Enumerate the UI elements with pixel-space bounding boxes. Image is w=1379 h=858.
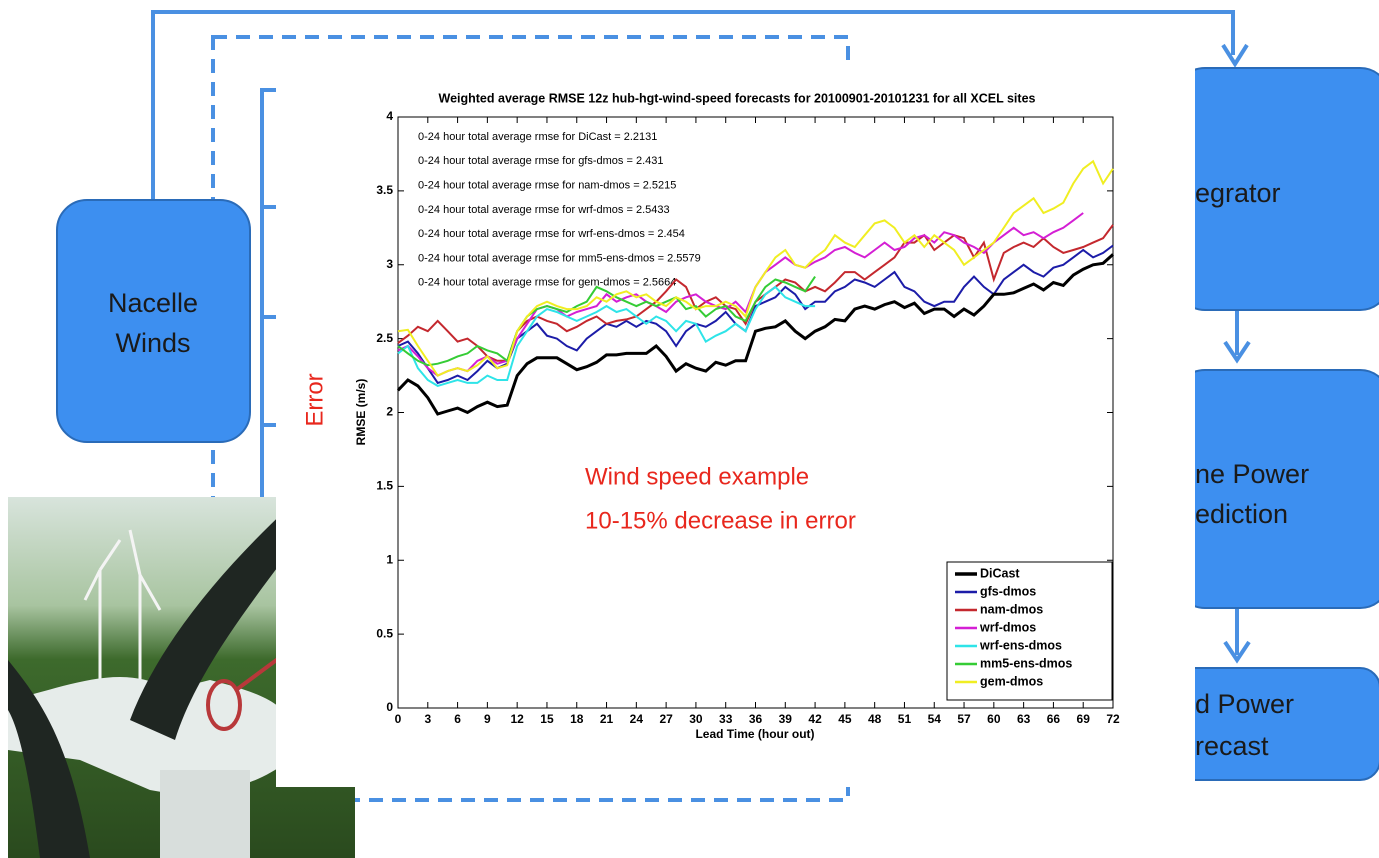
y-tick-label: 4: [386, 109, 393, 123]
annotation: 0-24 hour total average rmse for gem-dmo…: [418, 277, 676, 289]
node-label: Nacelle: [108, 288, 198, 318]
blade: [8, 660, 90, 858]
bracket: [260, 88, 280, 858]
legend-label: wrf-dmos: [979, 620, 1036, 634]
x-tick-label: 66: [1047, 712, 1061, 726]
x-tick-label: 6: [454, 712, 461, 726]
feed-line: [151, 10, 1235, 200]
y-tick-label: 3.5: [376, 183, 393, 197]
x-tick-label: 51: [898, 712, 912, 726]
x-axis-label: Lead Time (hour out): [695, 727, 814, 741]
x-tick-label: 63: [1017, 712, 1031, 726]
x-tick-label: 27: [659, 712, 673, 726]
node-box: [56, 199, 251, 443]
error-label: Error: [301, 373, 328, 426]
x-tick-label: 33: [719, 712, 733, 726]
x-tick-label: 9: [484, 712, 491, 726]
y-tick-label: 2: [386, 405, 393, 419]
arrow: [1221, 43, 1249, 68]
x-tick-label: 36: [749, 712, 763, 726]
x-tick-label: 69: [1077, 712, 1091, 726]
legend-label: mm5-ens-dmos: [980, 656, 1072, 670]
x-tick-label: 15: [540, 712, 554, 726]
x-tick-label: 39: [779, 712, 793, 726]
node-label: ediction: [1195, 499, 1288, 529]
x-tick-label: 3: [424, 712, 431, 726]
x-tick-label: 57: [957, 712, 971, 726]
highlight: Wind speed example: [585, 463, 809, 490]
nacelle: [8, 677, 290, 794]
sensor-circle: [206, 679, 242, 731]
node-box: [1174, 667, 1379, 781]
x-tick-label: 21: [600, 712, 614, 726]
x-tick-label: 30: [689, 712, 703, 726]
y-tick-label: 1: [386, 552, 393, 566]
x-tick-label: 48: [868, 712, 882, 726]
legend-label: gem-dmos: [980, 674, 1043, 688]
x-tick-label: 72: [1106, 712, 1120, 726]
chart-title: Weighted average RMSE 12z hub-hgt-wind-s…: [439, 91, 1036, 105]
annotation: 0-24 hour total average rmse for nam-dmo…: [418, 180, 676, 192]
arrow: [1223, 310, 1251, 364]
annotation: 0-24 hour total average rmse for wrf-dmo…: [418, 204, 670, 216]
y-tick-label: 2.5: [376, 331, 393, 345]
y-tick-label: 0.5: [376, 626, 393, 640]
x-tick-label: 0: [395, 712, 402, 726]
annotation: 0-24 hour total average rmse for wrf-ens…: [418, 228, 685, 240]
tower: [160, 770, 250, 858]
chart: Weighted average RMSE 12z hub-hgt-wind-s…: [354, 91, 1120, 741]
series-line: [396, 253, 1115, 416]
right-boxes: [1174, 67, 1379, 781]
y-tick-label: 0: [386, 700, 393, 714]
y-tick-label: 3: [386, 257, 393, 271]
x-tick-label: 54: [928, 712, 942, 726]
highlight: 10-15% decrease in error: [585, 507, 856, 534]
annotation: 0-24 hour total average rmse for DiCast …: [418, 131, 657, 143]
node-label: ne Power: [1195, 459, 1309, 489]
x-tick-label: 18: [570, 712, 584, 726]
node-label: egrator: [1195, 178, 1281, 208]
arrow: [1223, 608, 1251, 664]
node-label: Winds: [115, 328, 190, 358]
node-label: recast: [1195, 731, 1269, 761]
annotation: 0-24 hour total average rmse for gfs-dmo…: [418, 155, 664, 167]
legend-label: gfs-dmos: [980, 584, 1036, 598]
far-turbines: [83, 529, 162, 680]
x-tick-label: 12: [510, 712, 524, 726]
legend-label: DiCast: [980, 566, 1020, 580]
series-line: [397, 276, 816, 367]
x-tick-label: 60: [987, 712, 1001, 726]
legend-label: wrf-ens-dmos: [979, 638, 1062, 652]
series-line: [397, 159, 1114, 377]
x-tick-label: 45: [838, 712, 852, 726]
annotation: 0-24 hour total average rmse for mm5-ens…: [418, 252, 701, 264]
legend-box: [946, 561, 1113, 701]
x-tick-label: 24: [630, 712, 644, 726]
y-tick-label: 1.5: [376, 479, 393, 493]
node-label: d Power: [1195, 689, 1294, 719]
x-tick-label: 42: [808, 712, 822, 726]
y-axis-label: RMSE (m/s): [354, 379, 368, 446]
series-line: [397, 285, 816, 387]
legend-label: nam-dmos: [980, 602, 1043, 616]
